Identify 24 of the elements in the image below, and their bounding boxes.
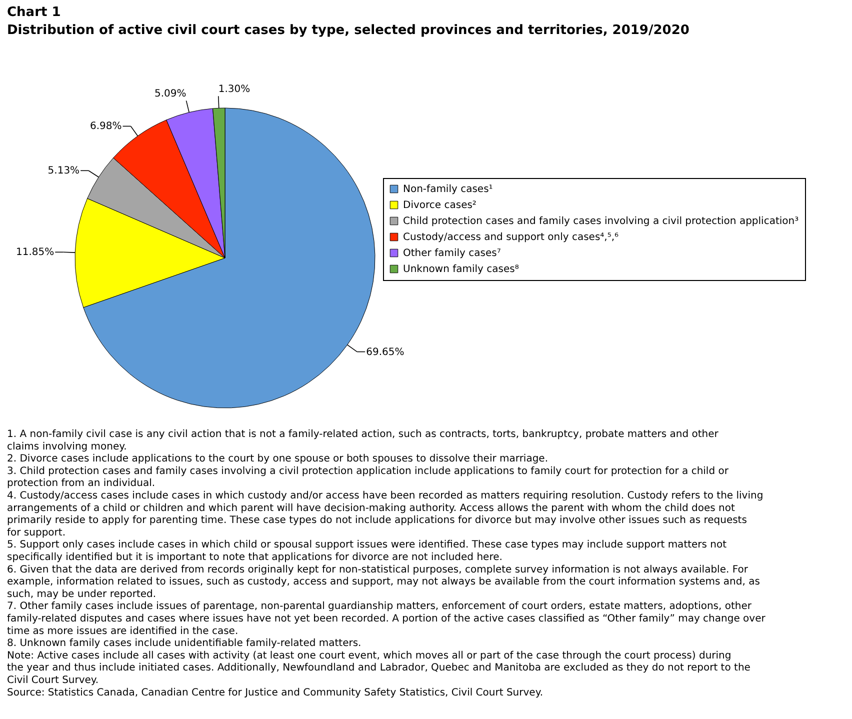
- text: 1. A non-family civil case is any civil action that is not a family-related action, such as contracts, torts, bankruptcy, probate matters and other claims involving money.: [7, 429, 720, 452]
- legend-label: Non-family cases¹: [403, 184, 493, 195]
- legend-label: Child protection cases and family cases involving a civil protection application³: [403, 216, 799, 227]
- text: 5. Support only cases include cases in which child or spousal support issues were identified. These case types may include support matters not specifically identified but it is important to note that applications for divorce are not included here.: [7, 540, 727, 563]
- text: 4. Custody/access cases include cases in which custody and/or access have been recorded as matters requiring resolution. Custody refers to the living arrangements of a child or children and which parent will have decision-making authority. Access allows the parent with whom the child does not primarily reside to apply for parenting time. These case types do not include applications for divorce but may involve other issues such as requests for support.: [7, 490, 764, 538]
- data-label: 11.85%: [16, 247, 54, 258]
- legend-label: Divorce cases²: [403, 200, 476, 211]
- legend-label: Other family cases⁷: [403, 248, 501, 259]
- text: 3. Child protection cases and family cases involving a civil protection application include applications to family court for protection for a child or protection from an individual.: [7, 466, 730, 490]
- chart-title: Chart 1: [7, 5, 61, 20]
- legend-label: Unknown family cases⁸: [403, 264, 519, 275]
- data-label: 1.30%: [218, 84, 250, 96]
- data-label: 5.09%: [154, 88, 186, 100]
- text: Note: Active cases include all cases with activity (at least one court event, which moves all or part of the case through the court process) during the year and thus include initiated cases. Additionally, Newfoundland and Labrador, Quebec and Manitoba are excluded as they do not report to the Civil Court Survey.: [7, 650, 750, 686]
- source-note: Source: Statistics Canada, Canadian Centre for Justice and Community Safety Statistics, Civil Court Survey.: [7, 687, 543, 698]
- text: 8. Unknown family cases include unidentifiable family-related matters.: [7, 638, 362, 650]
- text: 2. Divorce cases include applications to the court by one spouse or both spouses to dissolve their marriage.: [7, 454, 548, 465]
- data-label: 69.65%: [366, 346, 404, 358]
- chart-subtitle: Distribution of active civil court cases by type, selected provinces and territories, 2019/2020: [7, 23, 690, 38]
- data-label: 6.98%: [90, 121, 122, 132]
- data-label: 5.13%: [48, 166, 80, 177]
- text: 6. Given that the data are derived from records originally kept for non-statistical purposes, complete survey information is not always available. For example, information related to issues, such as custody, access and support, may not always be available from the court information systems and, as such, may be under reported.: [7, 564, 760, 600]
- legend-label: Custody/access and support only cases⁴,⁵,⁶: [403, 232, 619, 243]
- text: 7. Other family cases include issues of parentage, non-parental guardianship matters, enforcement of court orders, estate matters, adoptions, other family-related disputes and cases where issues have not yet been recorded. A portion of the active cases classified as “Other family” may change over time as more issues are identified in the case.: [7, 601, 766, 637]
